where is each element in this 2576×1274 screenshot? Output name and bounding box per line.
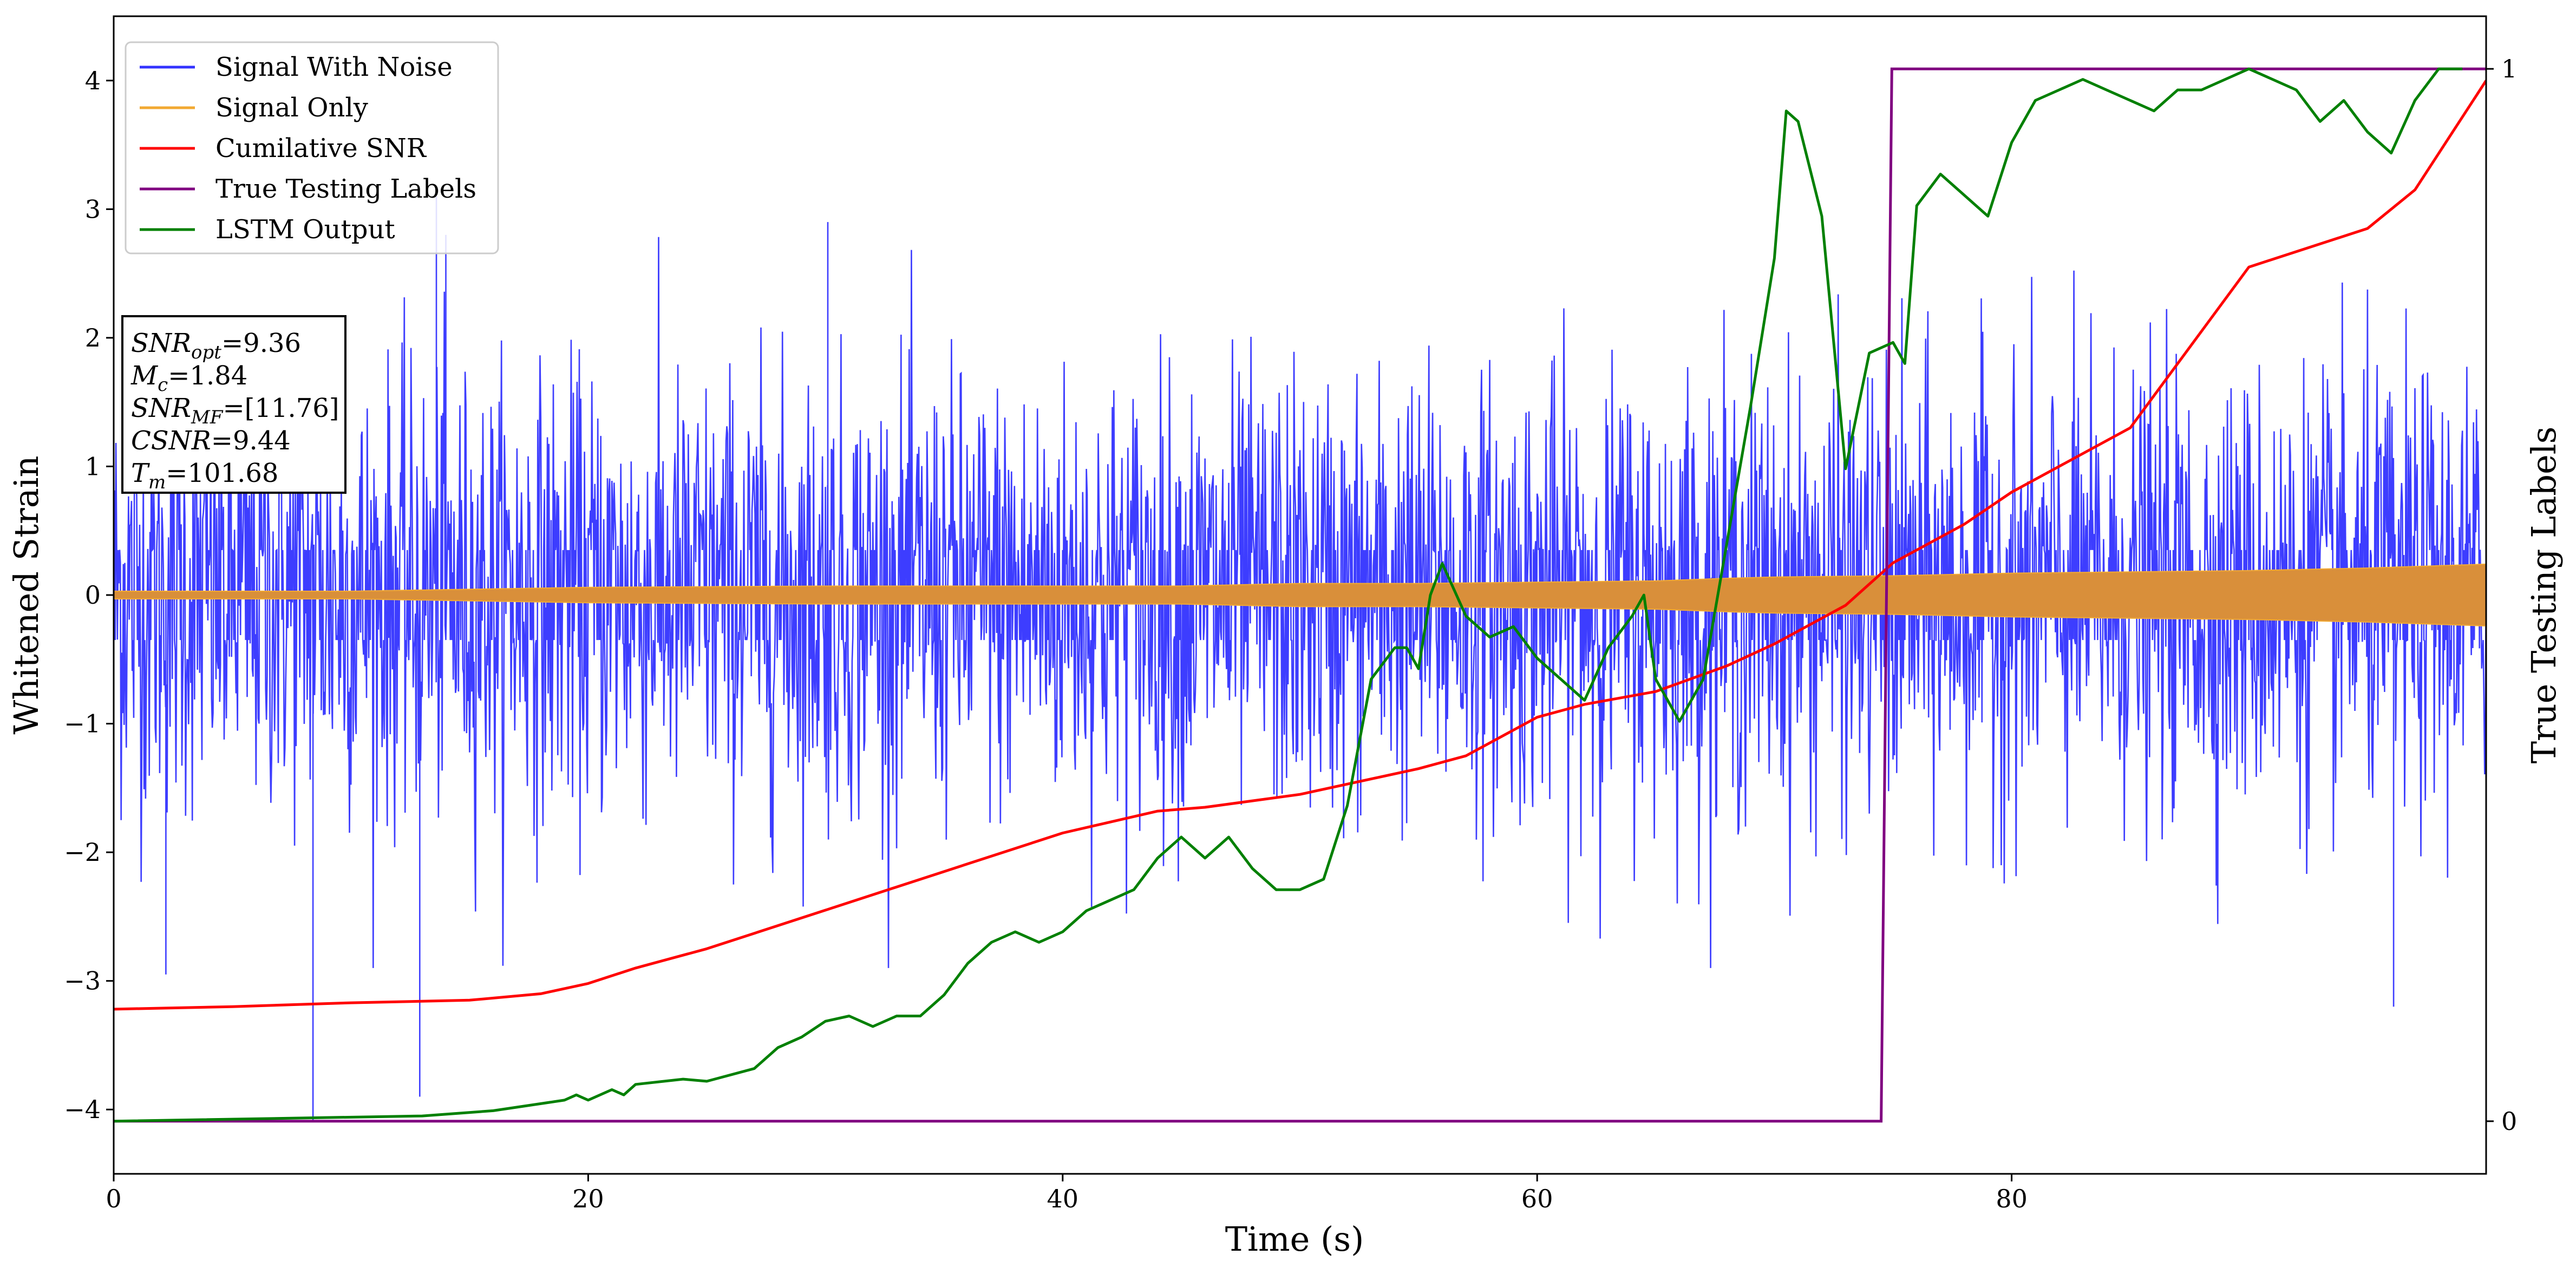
legend-label: Cumilative SNR — [215, 133, 427, 164]
annotation-subscript: opt — [191, 342, 221, 363]
annotation-value: =101.68 — [166, 458, 278, 488]
y-tick-label: −2 — [64, 838, 101, 867]
x-tick-label: 60 — [1521, 1184, 1553, 1213]
legend-label: Signal With Noise — [215, 52, 453, 82]
x-tick-label: 20 — [572, 1184, 604, 1213]
annotation-subscript: MF — [191, 407, 224, 428]
x-tick-label: 80 — [1996, 1184, 2028, 1213]
series-true-testing-labels — [114, 67, 2486, 1123]
annotation-line: CSNR=9.44 — [131, 426, 291, 456]
annotation-value: =9.44 — [211, 426, 291, 456]
annotation-symbol: SNR — [131, 393, 191, 423]
y-tick-label: −4 — [64, 1095, 101, 1124]
series-cumulative-snr — [114, 80, 2486, 1011]
y-tick-label: 3 — [85, 194, 101, 224]
y-tick-label: 0 — [85, 580, 101, 610]
legend-label: LSTM Output — [215, 214, 395, 245]
series-signal-with-noise — [114, 196, 2486, 1122]
x-tick-label: 40 — [1047, 1184, 1079, 1213]
annotation-line: SNRopt=9.36 — [131, 328, 301, 363]
series-signal-only — [114, 563, 2486, 627]
y-tick-label: 4 — [85, 66, 101, 95]
annotation-subscript: c — [158, 374, 168, 396]
y-tick-label: −1 — [64, 709, 101, 739]
annotation-subscript: m — [148, 472, 166, 493]
annotation-value: =1.84 — [168, 361, 247, 391]
annotation-symbol: T — [131, 458, 150, 488]
legend-label: Signal Only — [215, 93, 368, 123]
y-axis-label: Whitened Strain — [6, 456, 46, 735]
y-tick-label: −3 — [64, 966, 101, 996]
annotation-value: =9.36 — [221, 328, 301, 358]
annotation-symbol: SNR — [131, 328, 191, 358]
plot-series — [114, 67, 2486, 1123]
y-right-tick-label: 1 — [2501, 54, 2517, 83]
annotation-line: Tm=101.68 — [131, 458, 278, 493]
annotation-box: SNRopt=9.36Mc=1.84SNRMF=[11.76]CSNR=9.44… — [121, 315, 346, 494]
x-axis-label: Time (s) — [1225, 1219, 1364, 1259]
y-axis-right-label: True Testing Labels — [2524, 427, 2564, 764]
y-tick-label: 1 — [85, 452, 101, 481]
annotation-line: Mc=1.84 — [130, 361, 247, 396]
annotation-value: =[11.76] — [223, 393, 339, 423]
legend-box — [125, 41, 499, 254]
series-lstm-output — [114, 67, 2463, 1123]
y-right-tick-label: 0 — [2501, 1107, 2517, 1136]
legend-label: True Testing Labels — [215, 174, 476, 204]
annotation-symbol: CSNR — [131, 426, 211, 456]
y-tick-label: 2 — [85, 323, 101, 352]
annotation-line: SNRMF=[11.76] — [131, 393, 339, 428]
legend: Signal With Noise Signal Only Cumilative S… — [125, 41, 499, 254]
annotation-symbol: M — [130, 361, 159, 391]
x-tick-label: 0 — [106, 1184, 121, 1213]
annotation-frame — [121, 315, 346, 494]
